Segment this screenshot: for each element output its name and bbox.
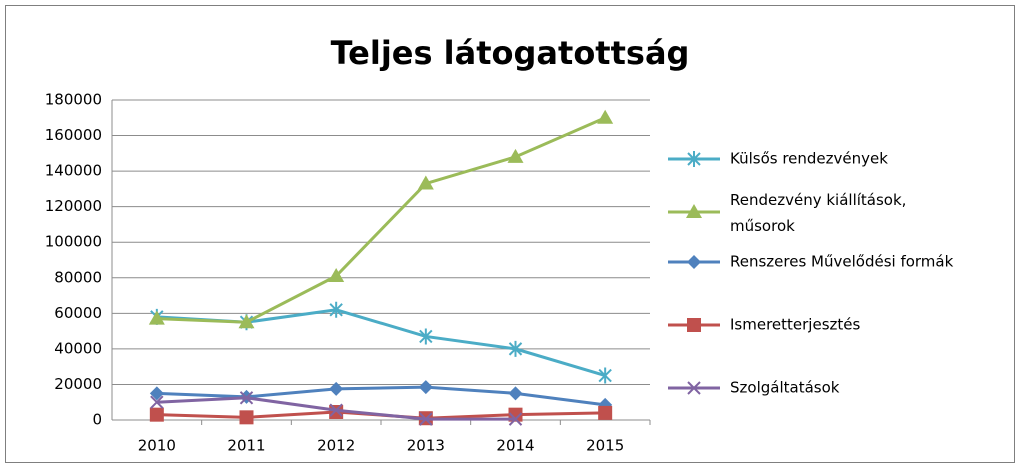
- x-tick-label: 2013: [407, 437, 445, 455]
- marker: [150, 395, 164, 409]
- y-tick-label: 40000: [54, 339, 102, 357]
- marker: [686, 204, 702, 218]
- marker: [598, 367, 612, 384]
- marker: [239, 410, 254, 425]
- legend-label: Szolgáltatások: [730, 379, 840, 397]
- legend-label: Ismeretterjesztés: [730, 316, 860, 334]
- marker: [328, 268, 345, 282]
- marker: [238, 314, 255, 329]
- marker: [418, 380, 433, 395]
- series-line: [156, 116, 606, 324]
- marker: [329, 301, 343, 318]
- y-tick-label: 160000: [45, 126, 102, 144]
- x-tick-label: 2011: [227, 437, 265, 455]
- marker: [329, 381, 344, 396]
- marker: [687, 318, 701, 332]
- legend-label: Rendezvény kiállítások, műsorok: [730, 191, 911, 235]
- marker: [148, 310, 165, 325]
- marker: [419, 412, 433, 426]
- y-tick-label: 80000: [54, 268, 102, 286]
- marker: [507, 148, 524, 163]
- x-tick-label: 2014: [496, 437, 534, 455]
- series-line: [156, 385, 606, 407]
- marker: [239, 391, 254, 405]
- y-tick-label: 140000: [45, 162, 102, 180]
- marker: [149, 386, 164, 401]
- y-tick-label: 60000: [54, 304, 102, 322]
- marker: [597, 109, 614, 124]
- x-tick-label: 2010: [138, 437, 176, 455]
- marker: [329, 403, 343, 417]
- marker: [149, 407, 164, 422]
- marker: [598, 405, 613, 420]
- y-tick-label: 0: [92, 411, 102, 429]
- marker: [687, 255, 701, 269]
- marker: [687, 151, 701, 167]
- y-tick-label: 120000: [45, 197, 102, 215]
- y-tick-label: 100000: [45, 233, 102, 251]
- marker: [419, 328, 433, 345]
- chart-frame: [5, 5, 1015, 463]
- marker: [508, 386, 523, 401]
- legend-label: Külsős rendezvények: [730, 150, 888, 168]
- marker: [687, 381, 701, 395]
- marker: [417, 175, 434, 190]
- x-tick-label: 2015: [586, 437, 624, 455]
- x-tick-label: 2012: [317, 437, 355, 455]
- legend-label: Renszeres Művelődési formák: [730, 253, 954, 271]
- marker: [508, 340, 523, 357]
- marker: [508, 412, 523, 426]
- y-tick-label: 20000: [54, 375, 102, 393]
- y-tick-label: 180000: [45, 91, 102, 109]
- chart-title: Teljes látogatottság: [331, 34, 690, 72]
